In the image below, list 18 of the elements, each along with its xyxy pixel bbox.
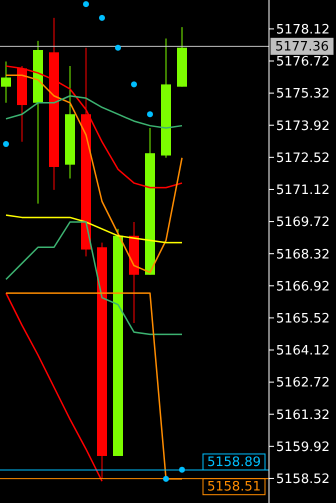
y-tick-label: 5175.32	[276, 86, 330, 102]
ref-line-label: 5177.36	[275, 39, 329, 54]
y-tick-label: 5159.92	[276, 440, 330, 455]
y-tick-label: 5168.32	[276, 247, 330, 262]
y-tick-label: 5164.12	[276, 344, 330, 359]
y-tick-label: 5171.12	[276, 183, 330, 198]
y-tick-label: 5166.92	[276, 279, 330, 294]
y-tick-label: 5162.72	[276, 376, 330, 391]
ref-line-label: 5158.89	[207, 454, 261, 470]
y-tick-label: 5165.52	[276, 312, 330, 327]
y-tick-label: 5161.32	[276, 408, 330, 423]
y-tick-label: 5158.52	[276, 472, 330, 488]
y-tick-label: 5172.52	[276, 150, 330, 166]
ref-line-label: 5158.51	[207, 480, 261, 495]
y-tick-label: 5169.72	[276, 215, 330, 230]
y-tick-label: 5173.92	[276, 118, 330, 134]
y-tick-label: 5176.72	[276, 54, 330, 70]
y-tick-label: 5178.12	[276, 22, 330, 38]
